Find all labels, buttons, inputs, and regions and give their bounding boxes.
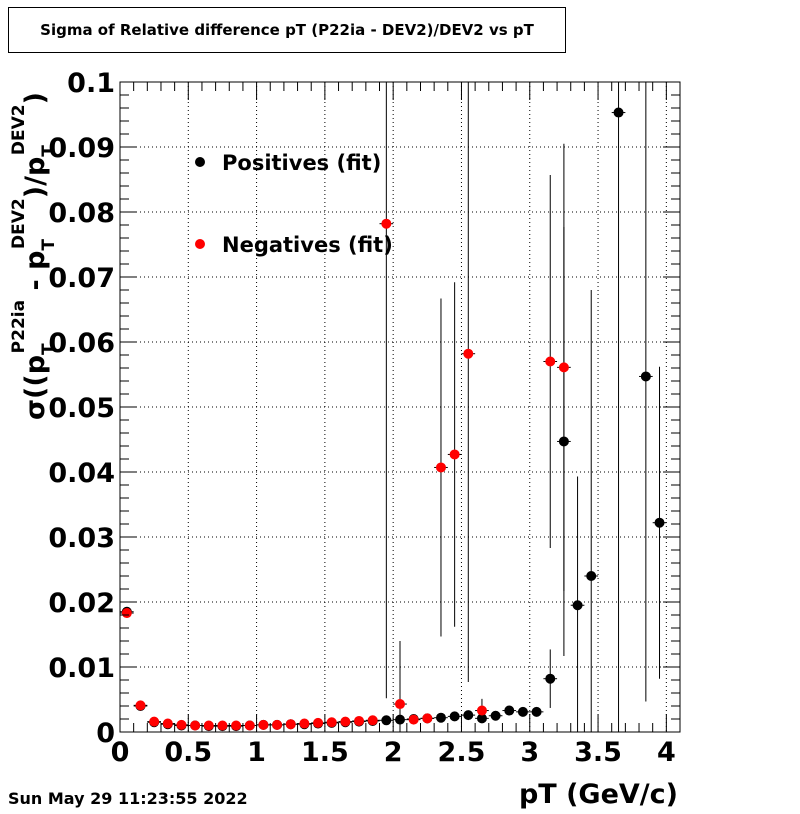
data-point-negatives <box>272 719 283 730</box>
data-point-negatives <box>217 720 228 731</box>
y-tick-label: 0.03 <box>48 523 115 554</box>
y-axis-label: σ((pTP22ia - pTDEV2)/pTDEV2) <box>9 92 59 420</box>
y-tick-label: 0.07 <box>48 263 115 294</box>
ylabel-sup2: DEV2 <box>9 198 29 249</box>
ylabel-mid: - p <box>20 251 51 300</box>
y-tick-label: 0.09 <box>48 133 115 164</box>
y-tick-label: 0.05 <box>48 393 115 424</box>
axis-ticks <box>119 81 681 733</box>
data-points <box>121 107 665 732</box>
data-point-negatives <box>162 718 173 729</box>
data-point-negatives <box>299 718 310 729</box>
x-tick-label: 1 <box>247 737 266 768</box>
data-point-negatives <box>408 714 419 725</box>
data-point-negatives <box>190 720 201 731</box>
x-tick-label: 2 <box>384 737 403 768</box>
data-point-negatives <box>313 717 324 728</box>
y-tick-label: 0 <box>96 718 115 749</box>
data-point-negatives <box>121 608 132 619</box>
data-point-negatives <box>545 356 556 367</box>
data-point-negatives <box>354 715 365 726</box>
data-point-positives <box>558 436 569 447</box>
data-point-positives <box>517 706 528 717</box>
data-point-negatives <box>381 218 392 229</box>
data-point-negatives <box>340 716 351 727</box>
legend-label-positives: Positives (fit) <box>222 151 381 175</box>
data-point-positives <box>572 600 583 611</box>
x-tick-label: 3.5 <box>574 737 622 768</box>
x-tick-label: 0 <box>111 737 130 768</box>
data-point-positives <box>463 710 474 721</box>
legend-marker-negatives <box>195 239 205 249</box>
legend-marker-positives <box>195 157 205 167</box>
grid-lines <box>120 82 680 732</box>
x-tick-label: 1.5 <box>301 737 349 768</box>
data-point-positives <box>613 107 624 118</box>
data-point-negatives <box>149 716 160 727</box>
ylabel-sup3: DEV2 <box>9 104 29 155</box>
y-tick-label: 0.1 <box>67 68 115 99</box>
data-point-negatives <box>244 720 255 731</box>
data-point-negatives <box>326 717 337 728</box>
data-point-negatives <box>395 699 405 710</box>
data-point-negatives <box>463 348 474 359</box>
x-tick-label: 2.5 <box>438 737 486 768</box>
x-tick-label: 4 <box>657 737 676 768</box>
ylabel-end: ) <box>20 92 51 104</box>
data-point-positives <box>381 715 392 726</box>
data-point-positives <box>435 712 446 723</box>
y-tick-label: 0.01 <box>48 653 115 684</box>
y-tick-labels: 0 0.01 0.02 0.03 0.04 0.05 0.06 0.07 0.08 0.09 0.1 <box>48 68 115 749</box>
data-point-negatives <box>449 449 460 460</box>
data-point-negatives <box>203 720 214 731</box>
data-point-negatives <box>367 715 378 726</box>
data-point-positives <box>531 706 542 717</box>
x-tick-label: 0.5 <box>164 737 212 768</box>
ylabel-sub2: T <box>39 239 59 251</box>
chart-title: Sigma of Relative difference pT (P22ia -… <box>40 21 534 39</box>
data-point-positives <box>395 714 405 725</box>
data-point-negatives <box>176 719 187 730</box>
legend: Positives (fit) Negatives (fit) <box>195 151 393 257</box>
y-tick-label: 0.06 <box>48 328 115 359</box>
data-point-negatives <box>422 713 433 724</box>
chart-title-box: Sigma of Relative difference pT (P22ia -… <box>8 7 566 53</box>
y-tick-label: 0.04 <box>48 458 115 489</box>
data-point-positives <box>545 673 556 684</box>
data-point-negatives <box>435 462 446 473</box>
data-point-negatives <box>258 719 269 730</box>
x-axis-label: pT (GeV/c) <box>518 779 678 810</box>
x-tick-labels: 0 0.5 1 1.5 2 2.5 3 3.5 4 <box>111 737 676 768</box>
data-point-negatives <box>231 720 242 731</box>
data-point-negatives <box>135 700 146 711</box>
data-point-negatives <box>476 705 487 716</box>
y-tick-label: 0.02 <box>48 588 115 619</box>
ylabel-tail: )/p <box>20 157 51 199</box>
data-point-positives <box>490 710 501 721</box>
data-point-negatives <box>285 719 296 730</box>
ylabel-sup1: P22ia <box>9 300 29 353</box>
data-point-positives <box>586 571 597 581</box>
data-point-positives <box>640 371 651 382</box>
ylabel-sub1: T <box>39 343 59 355</box>
timestamp: Sun May 29 11:23:55 2022 <box>8 789 248 808</box>
legend-label-negatives: Negatives (fit) <box>222 233 393 257</box>
data-point-positives <box>654 517 665 528</box>
data-point-positives <box>449 711 460 722</box>
data-point-negatives <box>558 362 569 373</box>
x-tick-label: 3 <box>520 737 539 768</box>
ylabel-sub3: T <box>39 145 59 157</box>
data-point-positives <box>504 705 515 716</box>
y-tick-label: 0.08 <box>48 198 115 229</box>
ylabel-lead: σ((p <box>20 355 51 420</box>
